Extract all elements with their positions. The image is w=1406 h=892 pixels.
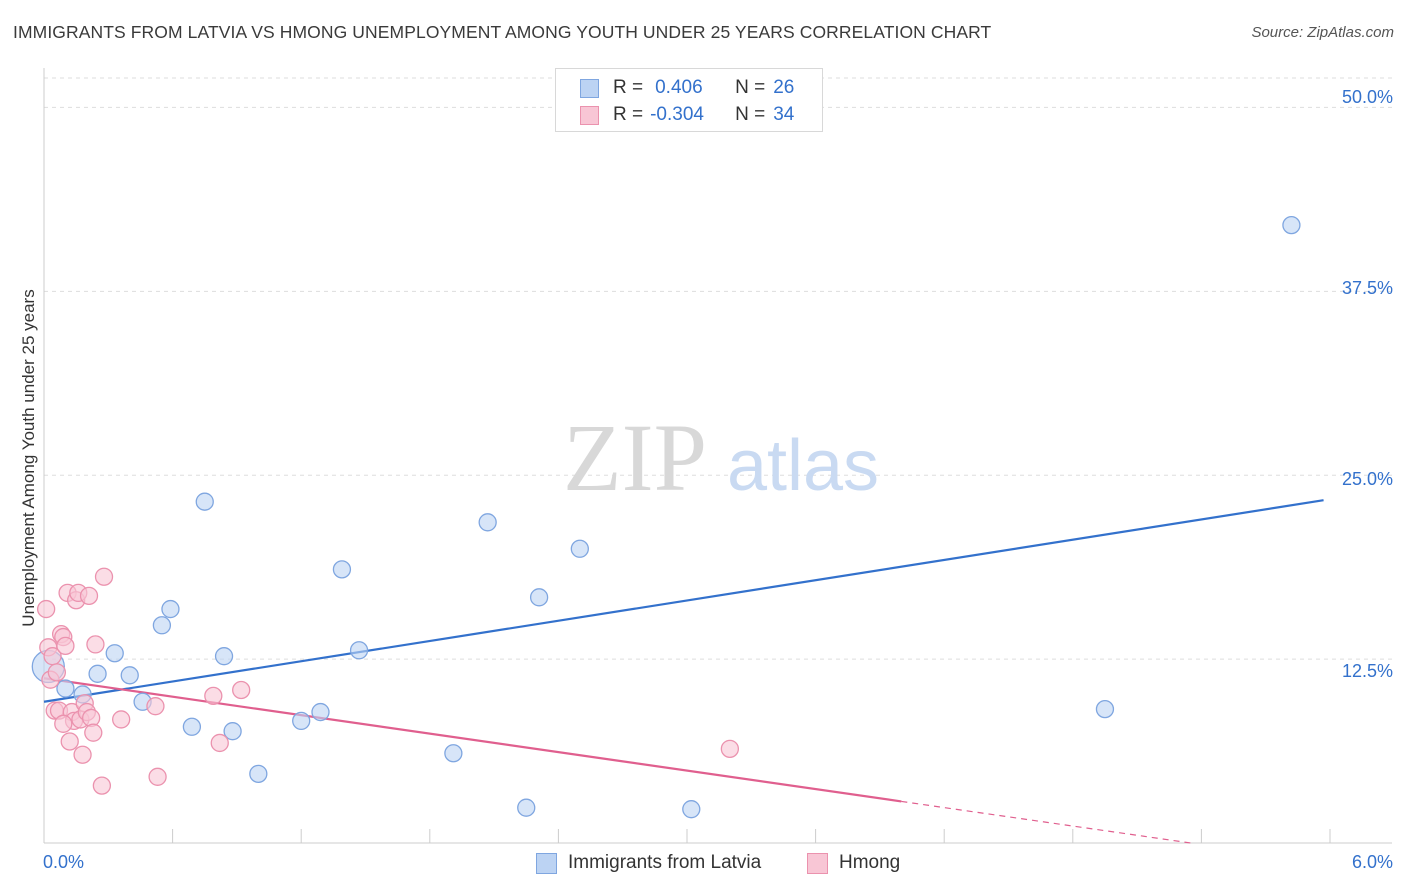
data-point-latvia <box>478 513 497 532</box>
watermark-zip: ZIP <box>563 404 707 511</box>
data-point-hmong <box>94 567 114 586</box>
data-point-latvia <box>1282 215 1301 235</box>
data-point-hmong <box>54 714 73 733</box>
series-label-latvia: Immigrants from Latvia <box>568 852 762 873</box>
trendline-hmong <box>43 677 902 803</box>
data-point-latvia <box>105 644 124 663</box>
data-point-hmong <box>92 776 112 795</box>
series-swatch-hmong <box>807 852 828 874</box>
data-point-hmong <box>56 636 75 656</box>
data-point-latvia <box>529 588 549 607</box>
legend-swatch-latvia <box>580 78 599 98</box>
watermark: ZIP atlas <box>563 404 879 511</box>
series-legend-hmong[interactable]: Hmong <box>807 852 900 874</box>
legend-n-label: N = <box>735 104 766 125</box>
data-point-hmong <box>112 710 131 729</box>
data-point-latvia <box>152 616 172 635</box>
data-point-hmong <box>204 686 223 706</box>
legend-r-label: R = <box>613 77 644 98</box>
data-point-latvia <box>161 599 180 619</box>
x-tick-label-min: 0.0% <box>43 852 85 872</box>
series-label-hmong: Hmong <box>839 852 901 873</box>
x-tick-label-max: 6.0% <box>1351 852 1393 872</box>
data-point-hmong <box>79 586 99 605</box>
legend-r-value: -0.304 <box>650 104 704 125</box>
data-point-latvia <box>56 679 75 698</box>
data-point-latvia <box>1095 699 1115 719</box>
data-point-latvia <box>249 764 268 784</box>
series-swatch-latvia <box>536 852 557 874</box>
data-point-latvia <box>195 492 214 511</box>
chart-title: IMMIGRANTS FROM LATVIA VS HMONG UNEMPLOY… <box>13 22 992 42</box>
data-point-latvia <box>88 664 107 683</box>
data-point-hmong <box>86 635 105 654</box>
data-point-latvia <box>332 560 352 579</box>
y-tick-label-50: 50.0% <box>1341 87 1393 107</box>
trendline-latvia <box>43 499 1324 703</box>
legend-row-hmong: R = -0.304 N = 34 <box>580 103 794 127</box>
data-point-hmong <box>60 732 79 751</box>
y-tick-label-12-5: 12.5% <box>1341 661 1393 681</box>
legend-n-value: 34 <box>773 104 795 125</box>
legend-n-label: N = <box>735 77 766 98</box>
watermark-atlas: atlas <box>727 426 879 506</box>
y-tick-label-37-5: 37.5% <box>1341 278 1393 298</box>
data-point-hmong <box>73 745 92 764</box>
data-point-hmong <box>210 733 229 753</box>
legend-swatch-hmong <box>580 105 599 125</box>
data-point-latvia <box>292 711 311 731</box>
data-point-latvia <box>214 647 234 666</box>
gridlines <box>44 77 1392 660</box>
data-point-latvia <box>517 798 536 817</box>
legend-r-label: R = <box>613 104 644 125</box>
series-legend: Immigrants from Latvia Hmong <box>0 852 1406 878</box>
data-point-latvia <box>349 641 369 660</box>
data-point-hmong <box>720 739 740 758</box>
data-point-latvia <box>182 717 202 736</box>
data-point-latvia <box>120 666 139 685</box>
data-point-hmong <box>84 723 103 742</box>
data-point-latvia <box>444 744 463 763</box>
trendlines <box>43 499 1324 844</box>
series-legend-latvia[interactable]: Immigrants from Latvia <box>536 852 761 874</box>
data-point-hmong <box>47 663 67 682</box>
trendline-extension-hmong <box>901 800 1191 844</box>
source-label: Source: ZipAtlas.com <box>1251 24 1394 41</box>
data-point-hmong <box>232 680 251 700</box>
y-tick-label-25: 25.0% <box>1341 469 1393 489</box>
data-point-latvia <box>682 800 701 819</box>
axes <box>43 68 1392 844</box>
legend-r-value: 0.406 <box>655 77 703 98</box>
data-point-latvia <box>311 702 330 722</box>
data-point-latvia <box>223 722 242 741</box>
correlation-legend: R = 0.406 N = 26 R = -0.304 N = 34 <box>555 68 823 132</box>
data-point-hmong <box>146 697 165 716</box>
data-point-hmong <box>148 767 167 786</box>
legend-n-value: 26 <box>773 77 795 98</box>
data-points <box>31 215 1301 819</box>
data-point-hmong <box>36 599 56 619</box>
legend-row-latvia: R = 0.406 N = 26 <box>580 76 794 100</box>
data-point-latvia <box>570 539 589 558</box>
